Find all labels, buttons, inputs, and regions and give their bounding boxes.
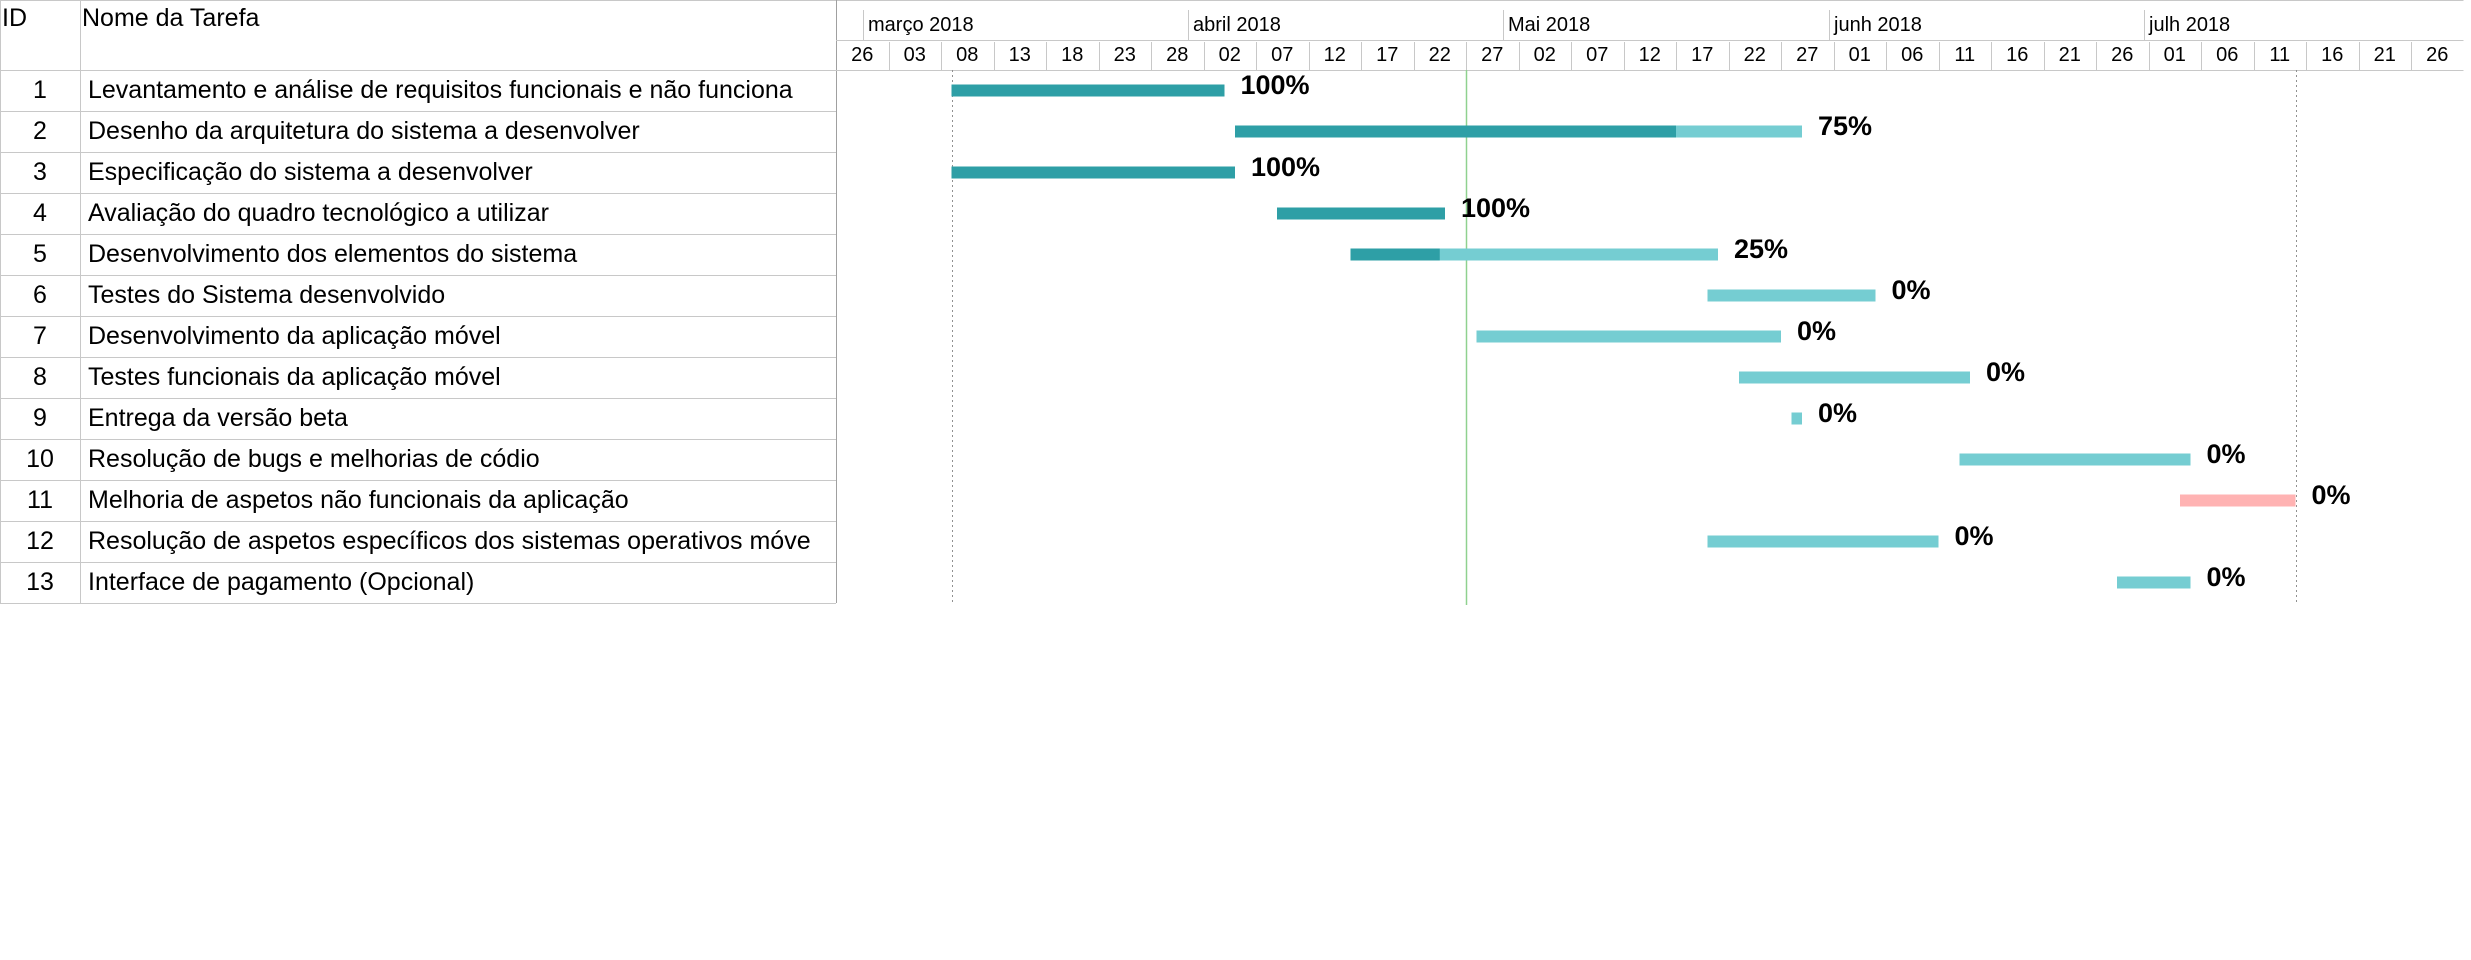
task-percent-label: 0%	[1891, 274, 1931, 305]
task-name-cell[interactable]: Especificação do sistema a desenvolver	[88, 158, 533, 186]
day-label: 18	[1061, 44, 1084, 66]
gantt-chart: ID Nome da Tarefa 1 Levantamento e anális…	[0, 0, 2464, 605]
day-label: 27	[1796, 44, 1819, 66]
task-percent-label: 0%	[2311, 479, 2351, 510]
task-id-cell[interactable]: 1	[33, 76, 47, 104]
task-bar	[1476, 330, 1781, 343]
task-percent-label: 75%	[1818, 110, 1873, 141]
task-bar	[2180, 494, 2296, 507]
task-name-cell[interactable]: Levantamento e análise de requisitos fun…	[88, 76, 793, 104]
task-percent-label: 0%	[1797, 315, 1837, 346]
day-label: 21	[2373, 44, 2396, 66]
task-percent-label: 0%	[1986, 356, 2026, 387]
day-label: 27	[1481, 44, 1504, 66]
day-label: 28	[1166, 44, 1189, 66]
task-name-cell[interactable]: Testes do Sistema desenvolvido	[88, 281, 446, 309]
task-name-cell[interactable]: Desenvolvimento da aplicação móvel	[88, 322, 501, 350]
day-label: 26	[2426, 44, 2449, 66]
month-label: abril 2018	[1193, 14, 1281, 36]
day-label: 12	[1638, 44, 1661, 66]
day-label: 23	[1113, 44, 1136, 66]
day-label: 22	[1743, 44, 1766, 66]
task-id-cell[interactable]: 7	[33, 322, 47, 350]
day-label: 03	[903, 44, 926, 66]
task-bar	[1959, 453, 2191, 466]
task-id-cell[interactable]: 3	[33, 158, 47, 186]
task-name-cell[interactable]: Avaliação do quadro tecnológico a utiliz…	[88, 199, 549, 227]
task-id-cell[interactable]: 9	[33, 404, 47, 432]
task-progress-bar	[1350, 248, 1440, 261]
day-label: 01	[2163, 44, 2186, 66]
month-label: março 2018	[868, 14, 974, 36]
task-percent-label: 100%	[1461, 192, 1531, 223]
day-label: 16	[2006, 44, 2029, 66]
task-id-cell[interactable]: 11	[27, 486, 53, 514]
day-label: 11	[1954, 44, 1976, 66]
task-name-column-header[interactable]: Nome da Tarefa	[82, 4, 260, 32]
task-percent-label: 0%	[1954, 520, 1994, 551]
task-progress-bar	[951, 84, 1225, 97]
task-percent-label: 0%	[1818, 397, 1858, 428]
task-id-cell[interactable]: 12	[26, 527, 54, 555]
task-percent-label: 100%	[1251, 151, 1321, 182]
id-column-header[interactable]: ID	[2, 4, 27, 32]
task-bar	[1350, 248, 1718, 261]
task-bar	[2117, 576, 2191, 589]
task-percent-label: 0%	[2206, 561, 2246, 592]
day-label: 13	[1008, 44, 1031, 66]
day-label: 21	[2058, 44, 2081, 66]
task-name-cell[interactable]: Desenvolvimento dos elementos do sistema	[88, 240, 578, 268]
task-id-cell[interactable]: 13	[26, 568, 54, 596]
day-label: 16	[2321, 44, 2344, 66]
task-id-cell[interactable]: 5	[33, 240, 47, 268]
task-id-cell[interactable]: 10	[26, 445, 54, 473]
task-name-cell[interactable]: Resolução de aspetos específicos dos sis…	[88, 527, 811, 555]
task-bar	[1791, 412, 1802, 425]
task-name-cell[interactable]: Resolução de bugs e melhorias de códio	[88, 445, 540, 473]
day-label: 17	[1691, 44, 1714, 66]
task-progress-bar	[1235, 125, 1676, 138]
task-id-cell[interactable]: 4	[33, 199, 47, 227]
task-bar	[1739, 371, 1970, 384]
day-label: 07	[1586, 44, 1609, 66]
day-label: 08	[956, 44, 979, 66]
day-label: 02	[1533, 44, 1556, 66]
day-label: 07	[1271, 44, 1294, 66]
day-label: 12	[1323, 44, 1346, 66]
task-id-cell[interactable]: 2	[33, 117, 47, 145]
task-name-cell[interactable]: Entrega da versão beta	[88, 404, 348, 432]
gantt-grid	[0, 0, 2464, 605]
task-progress-bar	[951, 166, 1235, 179]
day-label: 17	[1376, 44, 1399, 66]
day-label: 11	[2269, 44, 2291, 66]
task-id-cell[interactable]: 6	[33, 281, 47, 309]
day-label: 26	[851, 44, 874, 66]
task-percent-label: 25%	[1734, 233, 1789, 264]
task-percent-label: 100%	[1240, 69, 1310, 100]
task-id-cell[interactable]: 8	[33, 363, 47, 391]
day-label: 06	[1901, 44, 1924, 66]
day-label: 01	[1848, 44, 1871, 66]
task-name-cell[interactable]: Melhoria de aspetos não funcionais da ap…	[88, 486, 629, 514]
month-label: Mai 2018	[1508, 14, 1591, 36]
day-label: 02	[1218, 44, 1241, 66]
task-percent-label: 0%	[2206, 438, 2246, 469]
task-name-cell[interactable]: Desenho da arquitetura do sistema a dese…	[88, 117, 640, 145]
task-name-cell[interactable]: Interface de pagamento (Opcional)	[88, 568, 475, 596]
task-bar	[1707, 289, 1876, 302]
day-label: 26	[2111, 44, 2134, 66]
task-name-cell[interactable]: Testes funcionais da aplicação móvel	[88, 363, 501, 391]
day-label: 22	[1428, 44, 1451, 66]
task-progress-bar	[1277, 207, 1445, 220]
task-bar	[1707, 535, 1939, 548]
month-label: junh 2018	[1834, 14, 1922, 36]
month-label: julh 2018	[2149, 14, 2231, 36]
day-label: 06	[2216, 44, 2239, 66]
